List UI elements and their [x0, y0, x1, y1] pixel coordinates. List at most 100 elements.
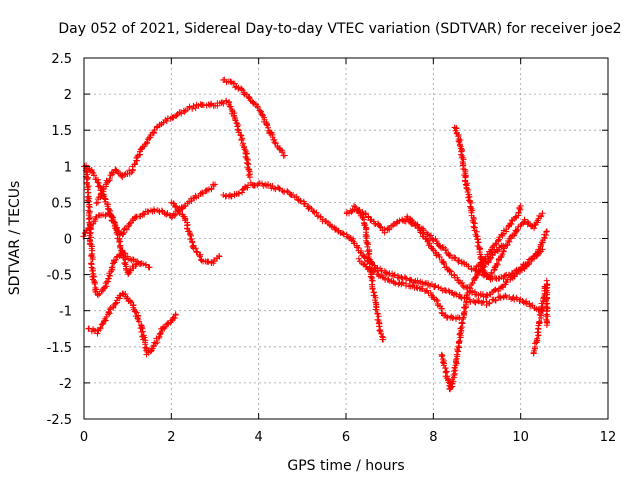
data-point [526, 300, 533, 307]
data-point [477, 245, 484, 252]
data-point [447, 268, 454, 275]
series-arc-2 [93, 97, 254, 207]
series-arc-5 [85, 290, 179, 358]
data-point [216, 253, 223, 260]
x-tick-label: 10 [512, 430, 529, 445]
data-point [369, 285, 376, 292]
x-tick-label: 0 [80, 430, 88, 445]
y-axis-title: SDTVAR / TECUs [7, 181, 23, 296]
data-point [86, 325, 93, 332]
data-point [514, 270, 521, 277]
y-tick-label: -2.5 [47, 413, 72, 428]
data-point [452, 357, 459, 364]
data-point [275, 185, 282, 192]
series-arc-13 [473, 203, 524, 270]
data-point [517, 203, 524, 210]
series-arc-1 [80, 163, 218, 238]
data-point [196, 253, 203, 260]
data-point [310, 208, 317, 215]
data-point [313, 209, 320, 216]
data-point [172, 311, 179, 318]
data-marks [80, 76, 551, 393]
data-point [457, 294, 464, 301]
data-point [491, 286, 498, 293]
data-point [380, 336, 387, 343]
data-point [436, 253, 443, 260]
data-point [112, 300, 119, 307]
data-point [80, 233, 87, 240]
data-point [351, 202, 358, 209]
data-point [123, 226, 130, 233]
data-point [452, 254, 459, 261]
x-tick-label: 8 [429, 430, 437, 445]
data-point [395, 274, 402, 281]
data-point [543, 316, 550, 323]
series-arc-12 [451, 124, 546, 281]
data-point [143, 139, 150, 146]
grid [84, 58, 608, 419]
data-point [450, 368, 457, 375]
data-point [403, 275, 410, 282]
data-point [88, 264, 95, 271]
data-point [499, 231, 506, 238]
data-point [472, 275, 479, 282]
data-point [366, 266, 373, 273]
data-point [524, 221, 531, 228]
data-point [101, 195, 108, 202]
x-axis-title: GPS time / hours [287, 458, 404, 474]
data-point [412, 222, 419, 229]
data-point [464, 188, 471, 195]
y-axis-tick-labels: -2.5 -2 -1.5 -1 -0.5 0 0.5 1 1.5 2 2.5 [47, 52, 72, 428]
data-point [126, 220, 133, 227]
data-point [134, 315, 141, 322]
data-point [244, 150, 251, 157]
data-point [456, 142, 463, 149]
data-point [513, 294, 520, 301]
data-point [468, 289, 475, 296]
data-point [425, 237, 432, 244]
data-point [84, 186, 91, 193]
data-point [99, 186, 106, 193]
data-point [133, 309, 140, 316]
data-point [199, 189, 206, 196]
series-arc-7 [168, 199, 223, 267]
data-point [470, 223, 477, 230]
data-point [544, 284, 551, 291]
data-point [86, 208, 93, 215]
series-arc-6 [80, 210, 140, 278]
data-point [112, 256, 119, 263]
data-point [465, 263, 472, 270]
data-point [127, 298, 134, 305]
data-point [365, 255, 372, 262]
data-point [451, 271, 458, 278]
data-point [141, 211, 148, 218]
data-point [158, 207, 165, 214]
data-point [509, 295, 516, 302]
data-point [133, 155, 140, 162]
y-tick-label: -1.5 [47, 341, 72, 356]
data-point [452, 290, 459, 297]
data-point [369, 277, 376, 284]
data-point [127, 267, 134, 274]
data-point [440, 259, 447, 266]
data-point [376, 223, 383, 230]
data-point [479, 299, 486, 306]
data-point [492, 297, 499, 304]
data-point [488, 270, 495, 277]
data-point [510, 272, 517, 279]
data-point [469, 280, 476, 287]
data-point [360, 252, 367, 259]
y-tick-label: -2 [59, 377, 72, 392]
data-point [366, 250, 373, 257]
data-point [381, 268, 388, 275]
data-point [234, 123, 241, 130]
data-point [440, 359, 447, 366]
data-point [340, 230, 347, 237]
data-point [539, 303, 546, 310]
data-point [246, 174, 253, 181]
x-tick-label: 6 [342, 430, 350, 445]
data-point [236, 190, 243, 197]
data-point [481, 256, 488, 263]
